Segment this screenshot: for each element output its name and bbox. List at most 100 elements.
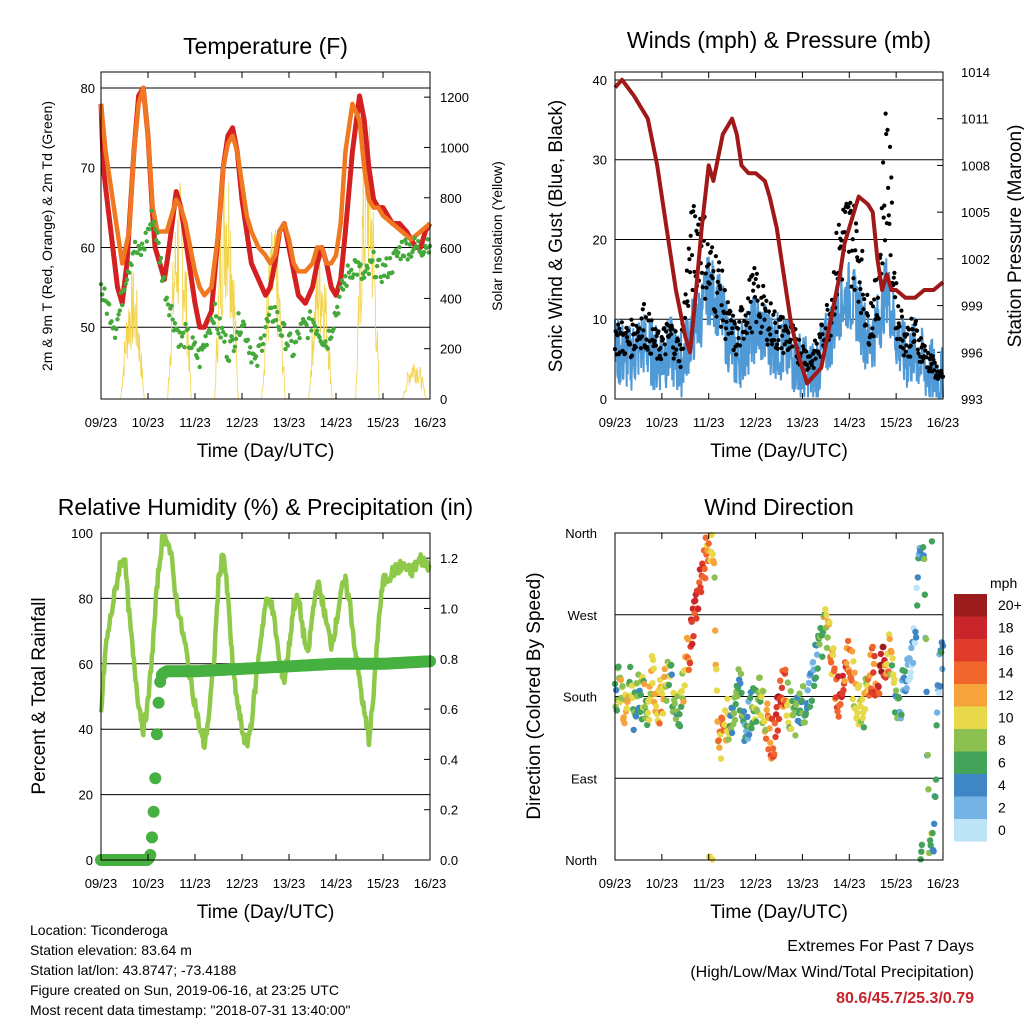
wind-line: [614, 256, 944, 399]
gust-point: [904, 343, 909, 348]
dewpoint-point: [305, 335, 310, 341]
gust-point: [657, 353, 662, 358]
dewpoint-point: [142, 247, 147, 252]
dewpoint-point: [158, 255, 164, 261]
colorbar-label: 18: [998, 620, 1014, 636]
direction-point: [870, 660, 878, 668]
direction-point: [663, 697, 670, 704]
gust-point: [853, 248, 858, 253]
dewpoint-point: [181, 330, 186, 335]
gust-point: [670, 345, 676, 350]
rainfall-point: [150, 728, 163, 741]
direction-point: [617, 676, 625, 684]
x-axis-label: Time (Day/UTC): [710, 441, 848, 462]
direction-point: [813, 651, 821, 658]
direction-point: [676, 722, 684, 730]
dewpoint-point: [115, 317, 120, 322]
gust-point: [843, 209, 848, 214]
gust-point: [806, 366, 811, 371]
direction-point: [886, 635, 893, 643]
colorbar-swatch: [954, 729, 987, 752]
dewpoint-point: [221, 329, 226, 335]
direction-point: [802, 710, 810, 717]
direction-point: [645, 716, 653, 723]
gust-point: [682, 315, 688, 321]
dewpoint-point: [195, 355, 200, 361]
gust-point: [716, 268, 721, 273]
direction-point: [869, 643, 876, 651]
dewpoint-point: [337, 294, 342, 299]
gust-point: [759, 324, 765, 329]
gust-point: [804, 349, 809, 354]
direction-point: [903, 685, 910, 692]
gust-point: [863, 323, 869, 328]
gust-point: [751, 281, 756, 286]
x-tick-label: 15/23: [880, 415, 913, 430]
direction-point: [745, 731, 753, 738]
dewpoint-point: [190, 335, 195, 340]
gust-point: [813, 356, 818, 361]
dewpoint-point: [399, 239, 404, 245]
direction-point: [693, 615, 700, 622]
dewpoint-point: [123, 281, 128, 287]
y-tick-label: 60: [79, 657, 93, 672]
gust-point: [720, 318, 726, 323]
direction-point: [849, 648, 856, 655]
gust-point: [715, 290, 720, 295]
x-tick-label: 11/23: [179, 876, 211, 891]
series-station-pressure: [613, 77, 945, 386]
direction-point: [778, 684, 786, 691]
x-tick-label: 10/23: [646, 415, 679, 430]
gust-point: [839, 238, 844, 243]
dewpoint-point: [379, 279, 384, 285]
colorbar-swatch: [954, 684, 987, 707]
series-2m-td: [98, 208, 433, 370]
gust-point: [773, 320, 778, 325]
direction-point: [732, 701, 739, 708]
dewpoint-point: [373, 274, 379, 280]
gust-point: [726, 331, 731, 336]
dewpoint-point: [253, 354, 259, 359]
x-tick-label: 09/23: [599, 415, 632, 430]
y-right-axis-label: Station Pressure (Maroon): [1005, 125, 1024, 348]
gust-point: [886, 213, 891, 218]
gust-point: [819, 323, 825, 328]
direction-point: [658, 690, 666, 697]
direction-point: [839, 672, 846, 680]
dewpoint-point: [329, 335, 334, 340]
direction-point: [717, 755, 725, 762]
dewpoint-point: [390, 270, 395, 275]
gust-point: [812, 338, 818, 343]
direction-point: [623, 705, 630, 712]
y-right-tick-label: 600: [440, 241, 462, 256]
direction-point: [854, 709, 861, 717]
gust-point: [817, 335, 823, 340]
gust-point: [894, 336, 900, 342]
y-right-tick-label: 999: [961, 299, 983, 314]
direction-point: [676, 711, 683, 718]
colorbar-label: 8: [998, 732, 1006, 748]
direction-point: [883, 660, 890, 668]
direction-point: [933, 709, 941, 716]
direction-point: [880, 643, 887, 651]
direction-point: [935, 689, 943, 696]
direction-point: [737, 670, 745, 677]
dewpoint-point: [246, 350, 252, 356]
direction-point: [809, 658, 817, 666]
gust-point: [781, 350, 786, 356]
rainfall-point: [152, 696, 165, 709]
direction-point: [713, 687, 721, 694]
extremes-panel: Extremes For Past 7 Days (High/Low/Max W…: [690, 934, 974, 1012]
dewpoint-point: [157, 260, 162, 265]
direction-point: [918, 841, 926, 848]
direction-point: [619, 683, 626, 690]
gust-point: [630, 322, 635, 327]
y-right-tick-label: 0.8: [440, 652, 458, 667]
direction-point: [627, 663, 634, 671]
direction-point: [857, 703, 864, 710]
dewpoint-point: [312, 323, 318, 329]
direction-point: [889, 655, 896, 662]
gust-point: [768, 332, 773, 337]
dewpoint-point: [362, 275, 367, 280]
